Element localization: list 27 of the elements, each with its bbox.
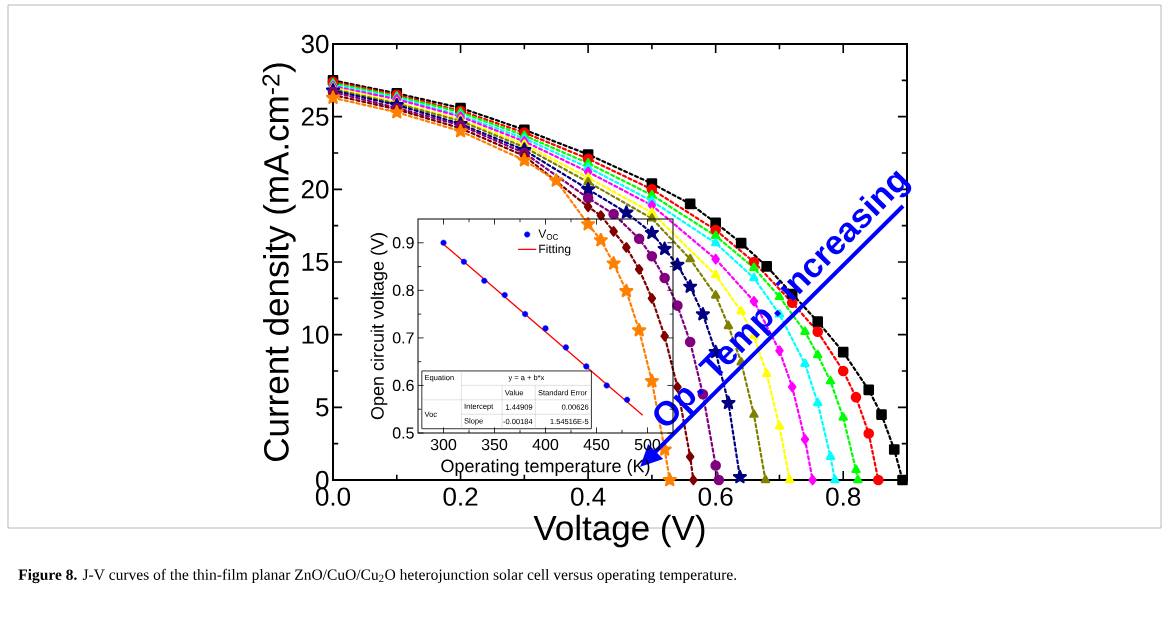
- text: Figure 8. J-V curves of the thin-film planar ZnO/CuO/Cu$_{2}$O heterojunction solar cell versus operating temperature.: [18, 568, 737, 584]
- y-tick-label: 15: [302, 252, 329, 272]
- x-axis-title: Voltage (V): [533, 514, 705, 548]
- x-axis-title: Operating temperature (K): [441, 459, 650, 476]
- x-tick-label: 0.6: [698, 487, 733, 506]
- x-tick-label: 0.4: [571, 487, 606, 506]
- y-tick-label: 30: [301, 34, 329, 54]
- x-tick-label: 400: [532, 438, 559, 451]
- y-tick-label: 0.5: [392, 427, 414, 439]
- y-axis-title: Current density (mA.cm$^{-2}$): [262, 63, 296, 461]
- y-tick-label: 0.8: [392, 284, 414, 296]
- x-tick-label: 0.2: [443, 487, 478, 506]
- x-tick-label: 500: [634, 438, 661, 451]
- legend-label: Fitting: [539, 244, 571, 256]
- y-tick-label: 10: [302, 325, 329, 344]
- y-tick-label: 0.9: [392, 237, 414, 249]
- x-tick-label: 350: [481, 438, 508, 451]
- y-tick-label: 0.6: [392, 379, 414, 392]
- y-axis-title: Open circuit voltage (V): [370, 233, 388, 420]
- x-tick-label: 450: [583, 438, 610, 451]
- x-tick-label: 300: [430, 438, 457, 451]
- y-tick-label: 5: [316, 398, 329, 417]
- y-tick-label: 25: [301, 107, 329, 126]
- y-tick-label: 0.7: [392, 332, 414, 344]
- legend-label: V$_{OC}$: [538, 229, 559, 240]
- x-tick-label: 0.8: [826, 487, 861, 506]
- y-tick-label: 20: [301, 180, 329, 199]
